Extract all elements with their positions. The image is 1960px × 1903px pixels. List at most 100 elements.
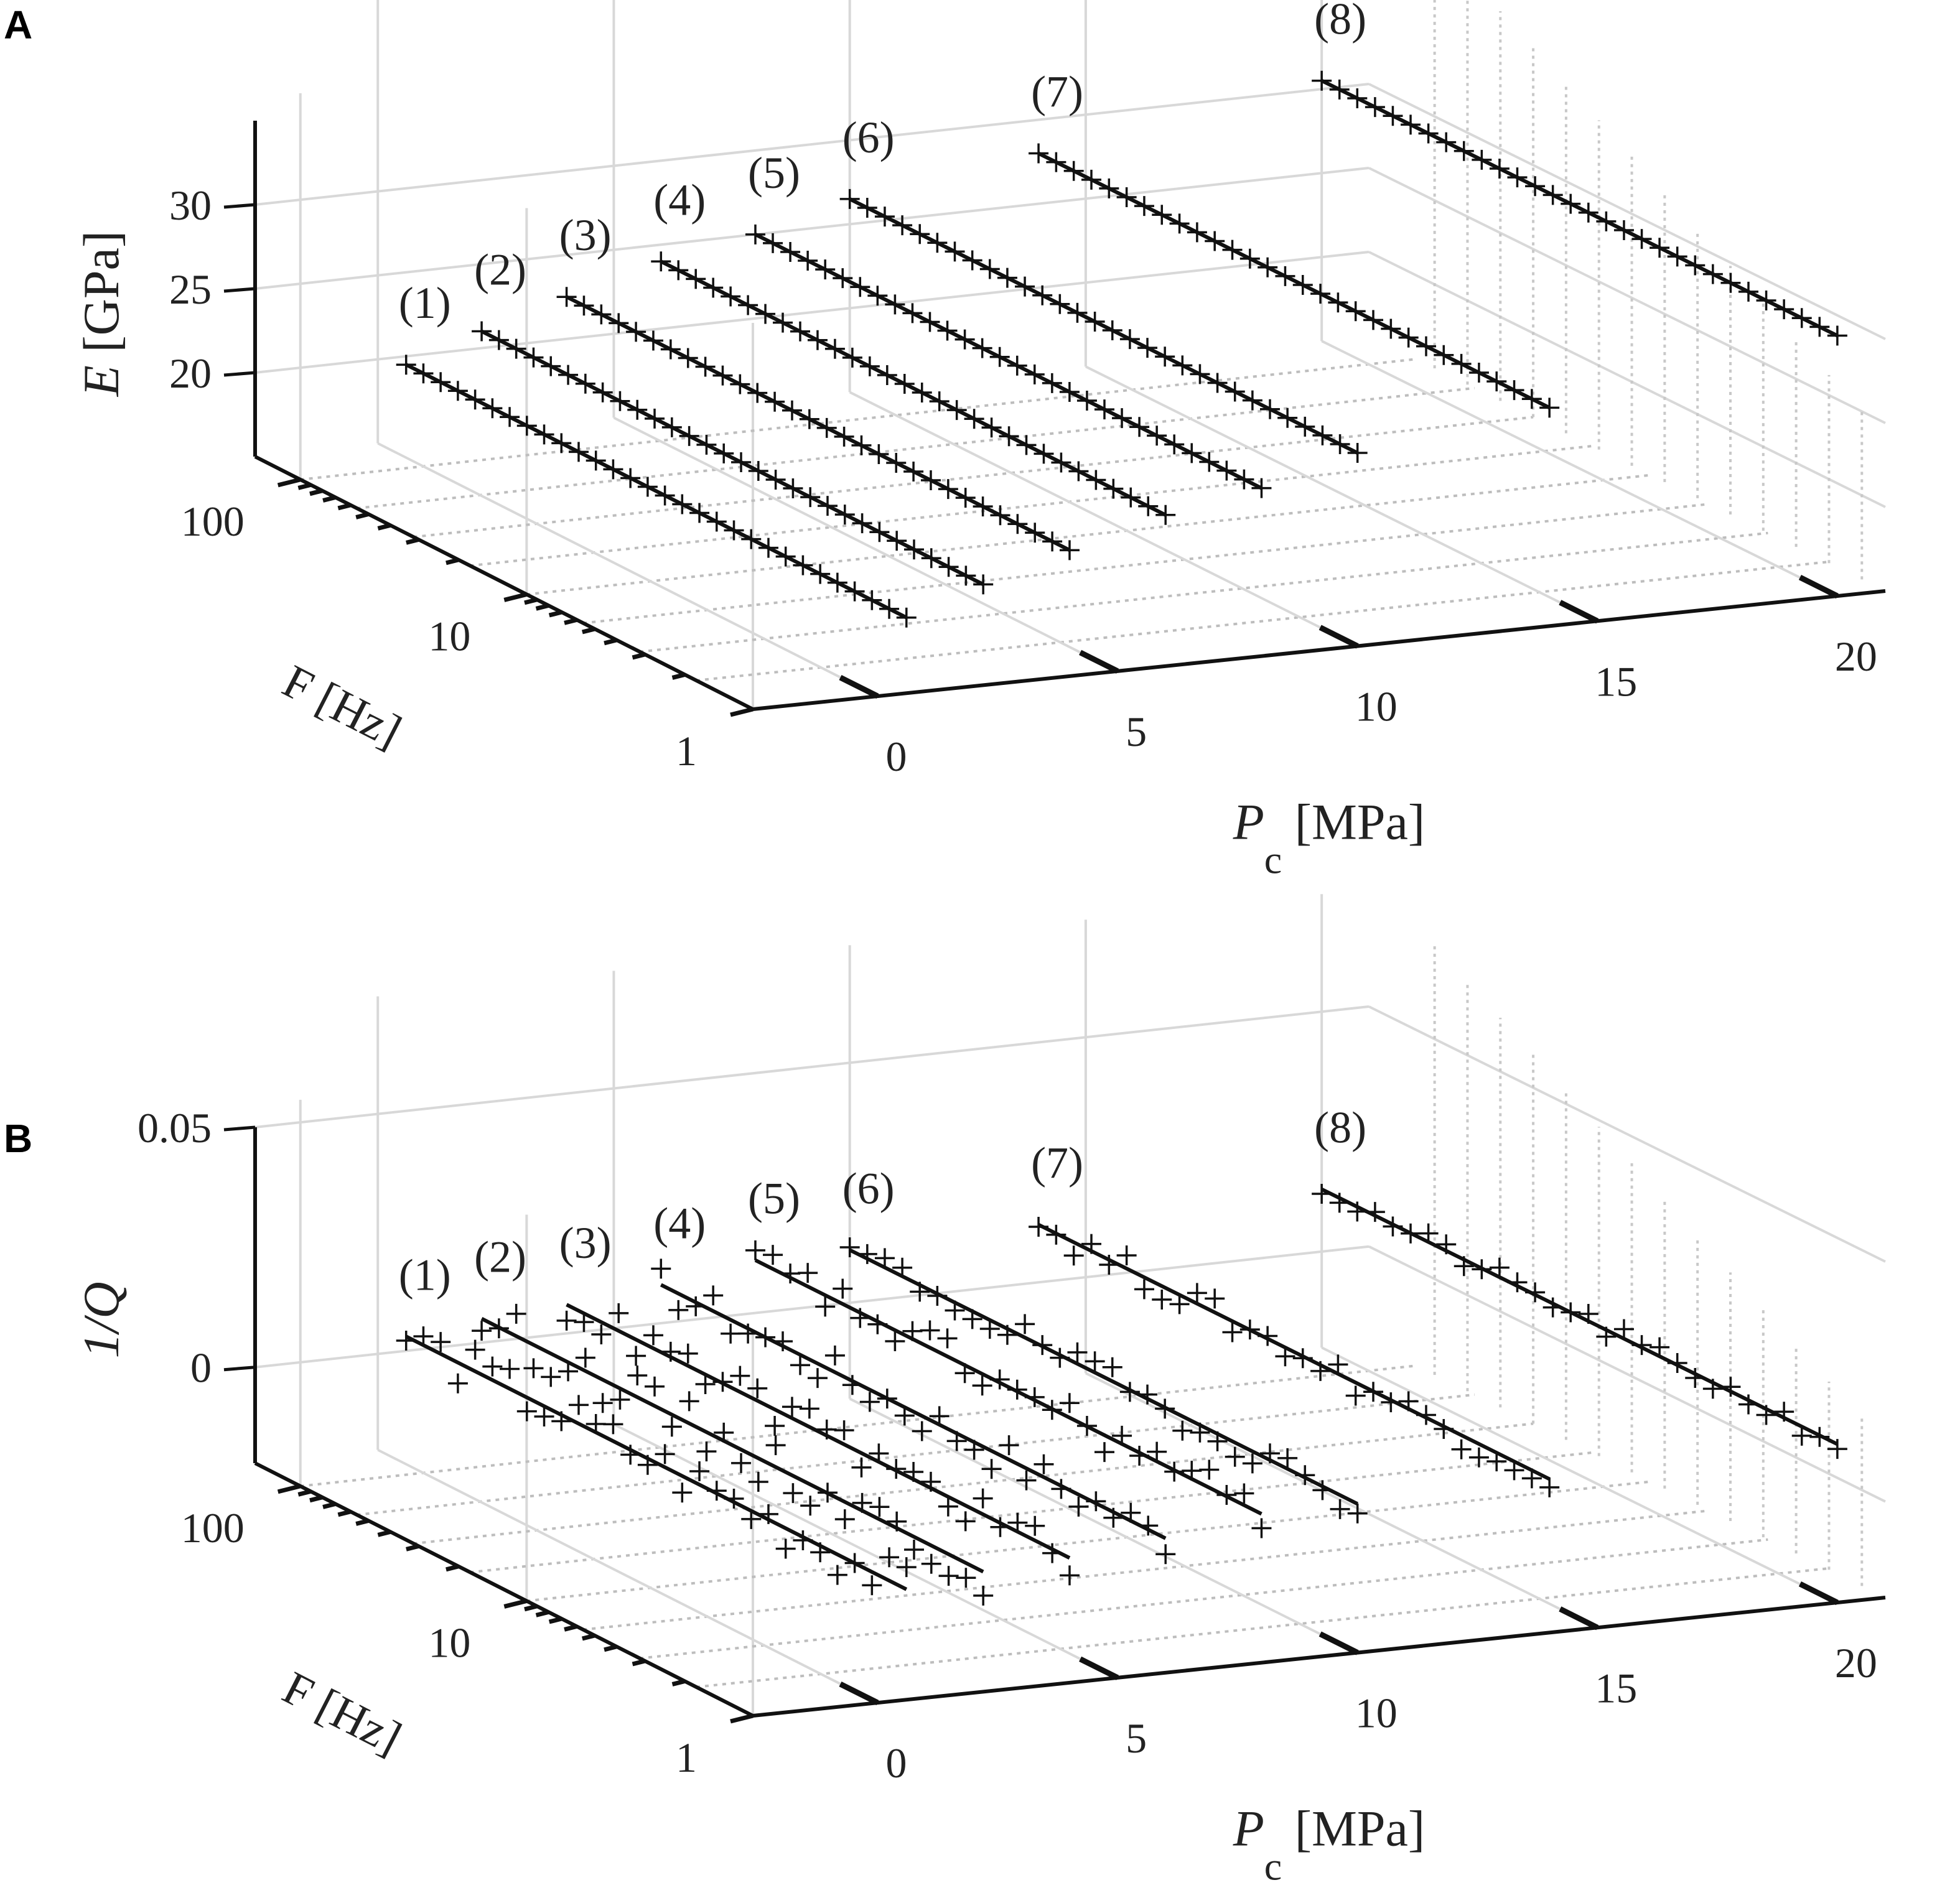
data-marker: [783, 478, 803, 499]
data-marker: [1059, 1393, 1080, 1413]
data-marker: [747, 1378, 768, 1398]
data-marker: [575, 373, 595, 394]
data-marker: [1809, 317, 1830, 337]
data-marker: [990, 1517, 1010, 1537]
data-marker: [920, 312, 940, 332]
data-marker: [758, 537, 778, 558]
data-marker: [672, 1482, 693, 1503]
data-marker: [714, 443, 734, 463]
data-marker: [973, 496, 993, 517]
f-tick: [524, 597, 538, 605]
data-marker: [800, 1496, 821, 1516]
data-marker: [1029, 143, 1049, 164]
floor-grid-line: [1321, 1346, 1838, 1604]
data-marker: [852, 1492, 872, 1513]
data-marker: [586, 1414, 606, 1435]
series-line: [480, 329, 984, 587]
f-tick: [322, 495, 336, 503]
pc-tick: [839, 675, 879, 699]
data-marker: [1809, 1426, 1830, 1447]
data-marker: [886, 1459, 907, 1479]
data-marker: [815, 259, 836, 280]
data-marker: [465, 389, 485, 410]
series-label: (2): [474, 1232, 526, 1282]
data-marker: [1451, 1439, 1472, 1459]
data-marker: [1016, 435, 1037, 455]
data-marker: [1164, 434, 1185, 455]
data-marker: [886, 452, 907, 473]
data-marker: [695, 1374, 716, 1394]
data-marker: [1234, 1483, 1254, 1504]
data-marker: [1172, 1420, 1193, 1441]
data-marker: [668, 1300, 689, 1320]
data-marker: [945, 1300, 965, 1321]
f-tick: [277, 1484, 301, 1494]
data-marker: [627, 1365, 648, 1385]
data-marker: [937, 1328, 958, 1349]
data-marker: [1086, 470, 1106, 490]
data-marker: [869, 1443, 889, 1464]
data-marker: [1094, 1442, 1114, 1463]
floor-grid-line: [526, 1480, 1651, 1603]
data-marker: [1169, 1294, 1190, 1314]
f-axis-label: F [Hz]: [274, 655, 409, 758]
data-marker: [1032, 285, 1053, 305]
data-marker: [741, 529, 762, 549]
pc-axis-label-unit: [MPa]: [1282, 794, 1425, 850]
data-marker: [955, 1511, 976, 1532]
data-marker: [938, 1566, 959, 1586]
data-marker: [1112, 1425, 1132, 1446]
data-marker: [1330, 434, 1350, 454]
data-marker: [748, 1471, 768, 1492]
data-marker: [1613, 220, 1634, 240]
series-line: [849, 197, 1359, 455]
data-marker: [997, 268, 1017, 288]
data-marker: [773, 1331, 793, 1352]
data-marker: [1383, 106, 1403, 126]
f-tick: [503, 592, 528, 602]
grid-line: [1368, 1005, 1886, 1263]
data-marker: [810, 564, 831, 584]
pc-tick: [1798, 1581, 1839, 1606]
data-marker: [668, 260, 689, 281]
data-marker: [610, 391, 630, 411]
f-axis: [254, 455, 754, 711]
data-marker: [807, 1368, 828, 1389]
data-marker: [1578, 1304, 1598, 1324]
f-tick: [355, 1519, 370, 1526]
data-marker: [626, 322, 646, 342]
f-tick: [632, 1659, 646, 1667]
data-marker: [627, 399, 648, 420]
data-marker: [1312, 425, 1333, 445]
data-marker: [1207, 1431, 1228, 1451]
f-tick: [377, 523, 391, 531]
data-marker: [706, 511, 727, 532]
data-marker: [920, 1320, 940, 1341]
pc-tick-label: 0: [886, 733, 907, 780]
series-label: (1): [399, 1250, 451, 1300]
pc-axis-label: Pc [MPa]: [1233, 1800, 1426, 1889]
data-marker: [783, 1483, 803, 1504]
data-marker: [1112, 408, 1132, 429]
data-marker: [818, 496, 838, 516]
data-marker: [1521, 1468, 1542, 1489]
floor-grid-line: [849, 391, 1358, 648]
data-marker: [488, 330, 509, 350]
data-marker: [1774, 299, 1794, 320]
data-marker: [1024, 1387, 1045, 1407]
data-marker: [782, 400, 802, 421]
data-marker: [824, 1345, 845, 1366]
series-label: (2): [474, 245, 526, 295]
data-marker: [568, 1395, 589, 1415]
floor-grid-line: [583, 503, 1710, 625]
data-marker: [603, 1414, 623, 1435]
pc-axis: [752, 589, 1886, 711]
data-marker: [981, 417, 1002, 438]
data-marker: [661, 417, 682, 437]
data-marker: [574, 295, 594, 316]
data-marker: [1222, 1322, 1243, 1342]
data-marker: [686, 1296, 706, 1316]
data-marker: [1260, 399, 1280, 419]
data-marker: [396, 355, 416, 375]
